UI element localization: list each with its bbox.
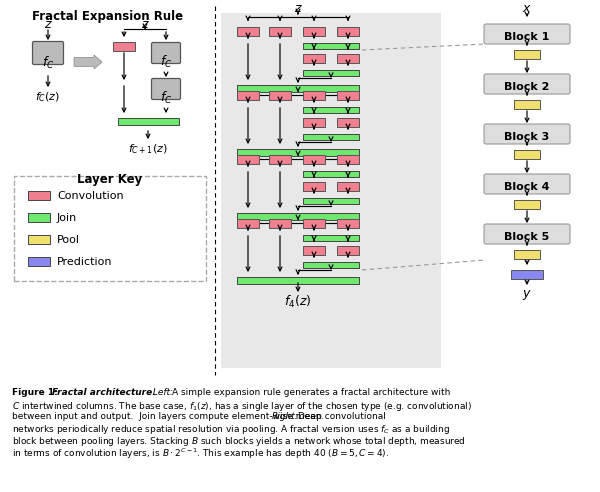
FancyBboxPatch shape [484,124,570,144]
FancyBboxPatch shape [32,41,64,64]
Text: A simple expansion rule generates a fractal architecture with: A simple expansion rule generates a frac… [172,388,451,397]
Bar [113,41,135,51]
Bar [303,118,325,126]
Bar [514,199,540,209]
Text: $f_4(z)$: $f_4(z)$ [284,294,312,310]
Bar [14,176,206,281]
Text: Left:: Left: [150,388,173,397]
Bar [237,149,359,155]
Text: $C$ intertwined columns. The base case, $f_1(z)$, has a single layer of the chos: $C$ intertwined columns. The base case, … [12,400,472,413]
Text: in terms of convolution layers, is $B \cdot 2^{C-1}$. This example has depth 40 : in terms of convolution layers, is $B \c… [12,447,389,461]
Text: $f_{C+1}(z)$: $f_{C+1}(z)$ [128,142,168,156]
Bar [28,191,50,200]
Bar [337,218,359,227]
Bar [237,218,259,227]
FancyBboxPatch shape [484,74,570,94]
Bar [303,70,359,76]
FancyBboxPatch shape [151,79,181,99]
Text: Convolution: Convolution [57,191,124,201]
Text: Block 3: Block 3 [505,132,550,142]
Text: $z$: $z$ [140,18,149,31]
Bar [303,171,359,177]
FancyArrow shape [74,55,102,69]
Bar [514,50,540,59]
Text: Block 5: Block 5 [505,232,550,242]
Text: Fractal Expansion Rule: Fractal Expansion Rule [32,10,184,23]
Bar [337,54,359,62]
Bar [303,54,325,62]
Bar [514,249,540,258]
Bar [303,235,359,241]
Text: Block 2: Block 2 [505,82,550,92]
Bar [237,277,359,283]
Bar [337,91,359,99]
Text: Deep convolutional: Deep convolutional [298,412,386,421]
Bar [303,198,359,204]
Text: block between pooling layers. Stacking $B$ such blocks yields a network whose to: block between pooling layers. Stacking $… [12,435,466,448]
Text: $f_C$: $f_C$ [160,90,172,106]
Bar [303,27,325,35]
Bar [337,118,359,126]
Text: $f_C(z)$: $f_C(z)$ [35,90,61,104]
Text: Layer Key: Layer Key [77,173,143,186]
Text: $z$: $z$ [44,18,52,31]
Bar [237,154,259,163]
Bar [303,91,325,99]
Bar [237,213,359,219]
Text: $y$: $y$ [522,288,532,302]
Text: Prediction: Prediction [57,257,113,267]
Text: $x$: $x$ [522,1,532,14]
Bar [303,43,359,49]
Text: Right:: Right: [272,412,299,421]
Bar [514,99,540,109]
Bar [237,27,259,35]
Bar [237,91,259,99]
Text: Block 4: Block 4 [504,182,550,192]
Bar [303,182,325,190]
Bar [337,182,359,190]
Bar [221,13,441,368]
Bar [28,213,50,222]
Bar [269,27,291,35]
Text: between input and output.  Join layers compute element-wise mean.: between input and output. Join layers co… [12,412,330,421]
Bar [303,154,325,163]
Bar [511,270,543,278]
Bar [337,27,359,35]
Bar [303,134,359,140]
Bar [237,85,359,92]
Bar [28,257,50,266]
FancyBboxPatch shape [484,224,570,244]
FancyBboxPatch shape [151,42,181,63]
Text: Join: Join [57,213,77,223]
Text: $f_C$: $f_C$ [42,55,54,71]
Bar [337,246,359,254]
Bar [303,218,325,227]
Bar [269,154,291,163]
Bar [269,218,291,227]
Text: $f_C$: $f_C$ [160,54,172,70]
Bar [303,246,325,254]
FancyBboxPatch shape [484,24,570,44]
Text: $z$: $z$ [293,1,302,14]
Bar [303,262,359,268]
Bar [337,154,359,163]
FancyBboxPatch shape [484,174,570,194]
Text: Figure 1:: Figure 1: [12,388,58,397]
Bar [303,107,359,113]
Text: Pool: Pool [57,235,80,245]
Bar [514,150,540,158]
Bar [118,118,179,124]
Bar [269,91,291,99]
Text: Block 1: Block 1 [505,32,550,42]
Text: Fractal architecture.: Fractal architecture. [52,388,155,397]
Text: networks periodically reduce spatial resolution via pooling. A fractal version u: networks periodically reduce spatial res… [12,424,450,436]
Bar [28,235,50,244]
